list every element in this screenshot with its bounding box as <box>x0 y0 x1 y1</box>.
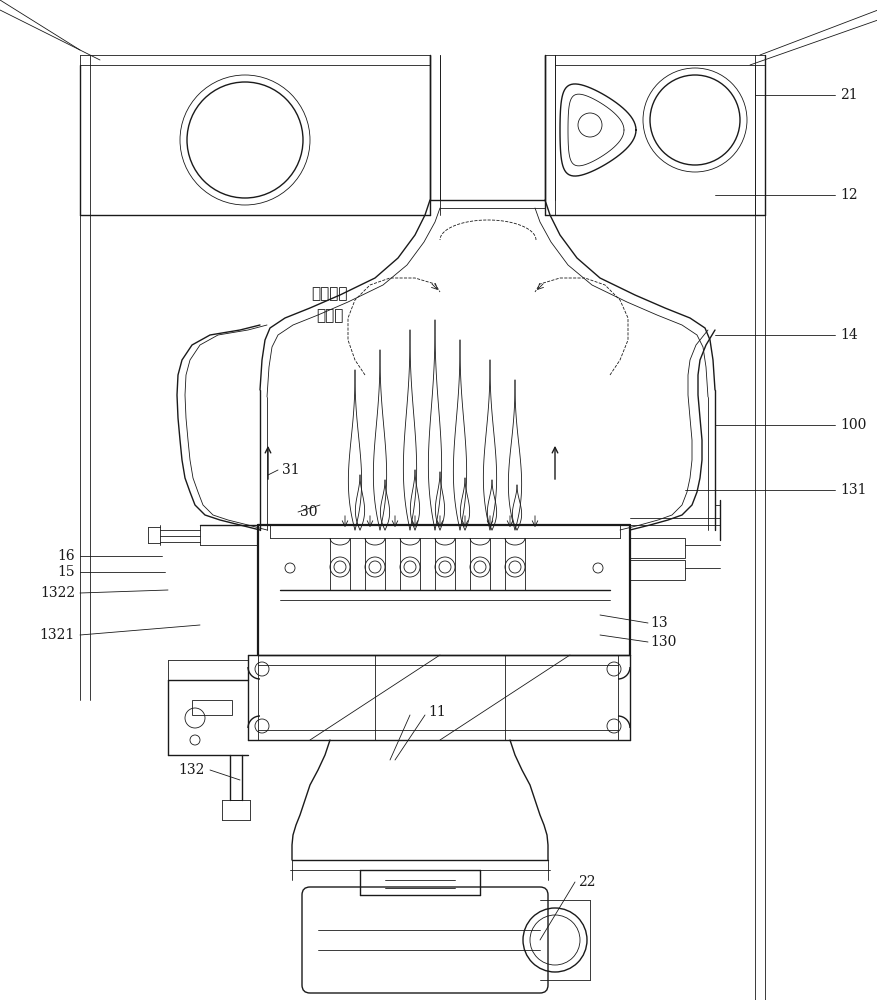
Circle shape <box>400 557 419 577</box>
Text: 16: 16 <box>57 549 75 563</box>
Text: 14: 14 <box>839 328 857 342</box>
Bar <box>630 538 684 558</box>
Text: 31: 31 <box>282 463 299 477</box>
Text: 补充风燃
烧火焰: 补充风燃 烧火焰 <box>311 286 348 324</box>
Circle shape <box>469 557 489 577</box>
Text: 1321: 1321 <box>39 628 75 642</box>
Circle shape <box>365 557 384 577</box>
Text: 12: 12 <box>839 188 857 202</box>
Bar <box>192 700 232 715</box>
Circle shape <box>434 557 454 577</box>
Text: 100: 100 <box>839 418 866 432</box>
Bar <box>630 560 684 580</box>
Text: 130: 130 <box>649 635 675 649</box>
Text: 11: 11 <box>427 705 446 719</box>
Circle shape <box>330 557 350 577</box>
Text: 1322: 1322 <box>39 586 75 600</box>
Text: 13: 13 <box>649 616 667 630</box>
Circle shape <box>504 557 524 577</box>
Text: 131: 131 <box>839 483 866 497</box>
Text: 22: 22 <box>577 875 595 889</box>
Text: 21: 21 <box>839 88 857 102</box>
Text: 30: 30 <box>300 505 317 519</box>
Text: 132: 132 <box>178 763 204 777</box>
Text: 15: 15 <box>57 565 75 579</box>
